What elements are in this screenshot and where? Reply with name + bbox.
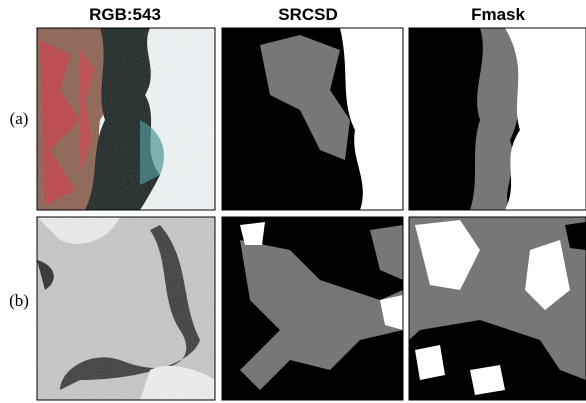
row-label: (a): [10, 109, 29, 128]
column-header: SRCSD: [278, 5, 338, 24]
figure: RGB:543 SRCSD Fmask (a) (b): [0, 0, 586, 403]
column-header: Fmask: [471, 5, 525, 24]
image-panel: [37, 217, 215, 400]
row-label: (b): [9, 291, 29, 310]
image-panel: [222, 217, 403, 400]
image-panel: [222, 28, 403, 210]
image-panel: [409, 217, 586, 400]
page: {"columns": ["RGB:543", "SRCSD", "Fmask"…: [0, 0, 586, 403]
column-header: RGB:543: [89, 5, 161, 24]
image-panel: [409, 28, 586, 210]
image-panel: [37, 28, 215, 210]
